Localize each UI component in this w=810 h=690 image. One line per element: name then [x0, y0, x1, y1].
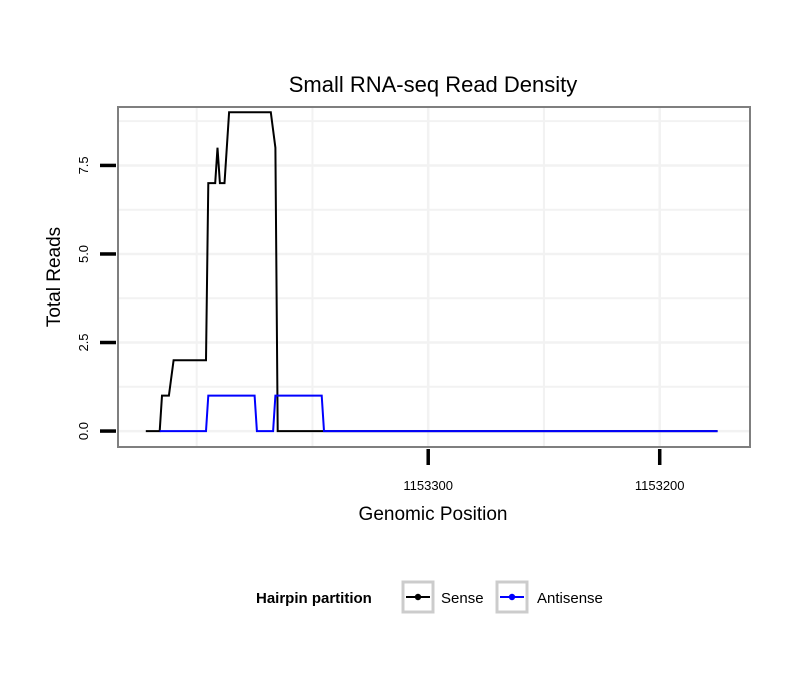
x-tick-label: 1153200	[635, 478, 685, 493]
plot-background	[118, 107, 750, 447]
plot-area	[117, 106, 751, 448]
legend-key-antisense-dot	[508, 593, 516, 601]
y-tick-label: 0.0	[76, 422, 91, 440]
x-axis: 1153300 1153200	[403, 449, 685, 493]
legend-label-antisense: Antisense	[537, 590, 603, 607]
x-tick-label: 1153300	[403, 478, 453, 493]
legend-item-sense: Sense	[401, 580, 484, 614]
series-line-antisense	[159, 394, 718, 433]
x-axis-title: Genomic Position	[359, 504, 508, 525]
y-tick-label: 5.0	[76, 245, 91, 263]
y-axis-title: Total Reads	[44, 227, 65, 327]
series-layer	[145, 111, 718, 433]
legend: Hairpin partition Sense Antisense	[256, 580, 603, 614]
legend-title: Hairpin partition	[256, 590, 372, 607]
plot-border	[117, 106, 751, 448]
series-line-sense	[145, 111, 718, 433]
y-tick-label: 7.5	[76, 156, 91, 174]
legend-item-antisense: Antisense	[495, 580, 603, 614]
legend-key-sense-dot	[414, 593, 422, 601]
y-axis: 0.0 2.5 5.0 7.5	[76, 156, 116, 440]
legend-label-sense: Sense	[441, 590, 484, 607]
chart-title: Small RNA-seq Read Density	[289, 72, 578, 97]
y-tick-label: 2.5	[76, 333, 91, 351]
